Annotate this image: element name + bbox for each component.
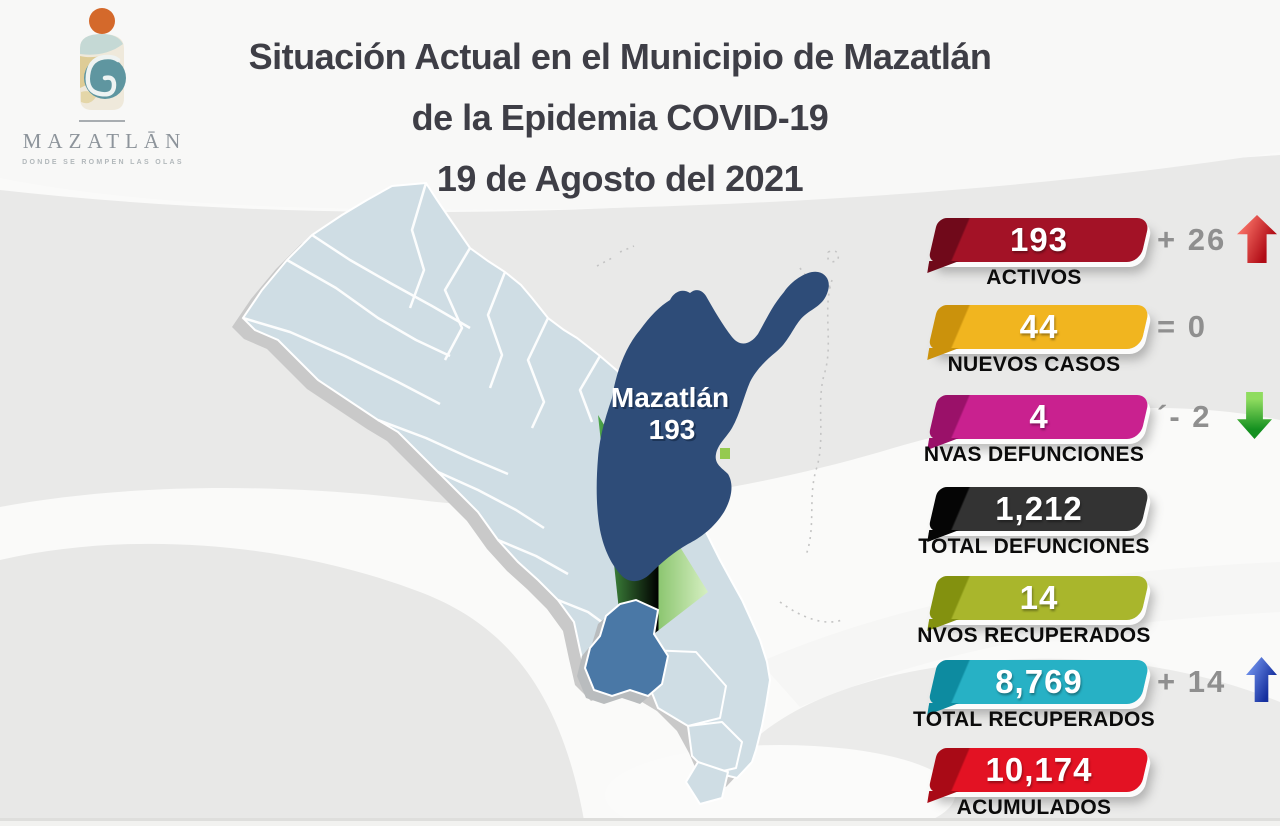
map-region-value-shadow: 193 (651, 416, 698, 447)
sinaloa-map: Mazatlán Mazatlán 193 193 (232, 181, 843, 805)
mazatlan-logo: MAZATLĀN DONDE SE ROMPEN LAS OLAS (12, 8, 192, 166)
map-region-mazatlan-enlarged (596, 271, 829, 582)
logo-tagline: DONDE SE ROMPEN LAS OLAS (22, 159, 184, 166)
map-region-label: Mazatlán (611, 382, 729, 413)
title-line-3: 19 de Agosto del 2021 (436, 158, 804, 199)
shell-sun-logo-icon (80, 8, 126, 110)
map-region-value: 193 (649, 414, 696, 445)
map-neighbor-borders-dashed (596, 245, 843, 623)
logo-divider (79, 120, 125, 122)
map-small-region-mazatlan (583, 598, 670, 698)
title-line-2: de la Epidemia COVID-19 (411, 97, 829, 138)
map-green-notch (720, 448, 730, 459)
logo-wordmark: MAZATLĀN (22, 129, 187, 153)
map-municipality-borders (242, 182, 611, 630)
map-region-label-shadow: Mazatlán (613, 384, 731, 415)
page-title: Situación Actual en el Municipio de Maza… (150, 26, 1090, 209)
title-line-1: Situación Actual en el Municipio de Maza… (248, 36, 992, 77)
